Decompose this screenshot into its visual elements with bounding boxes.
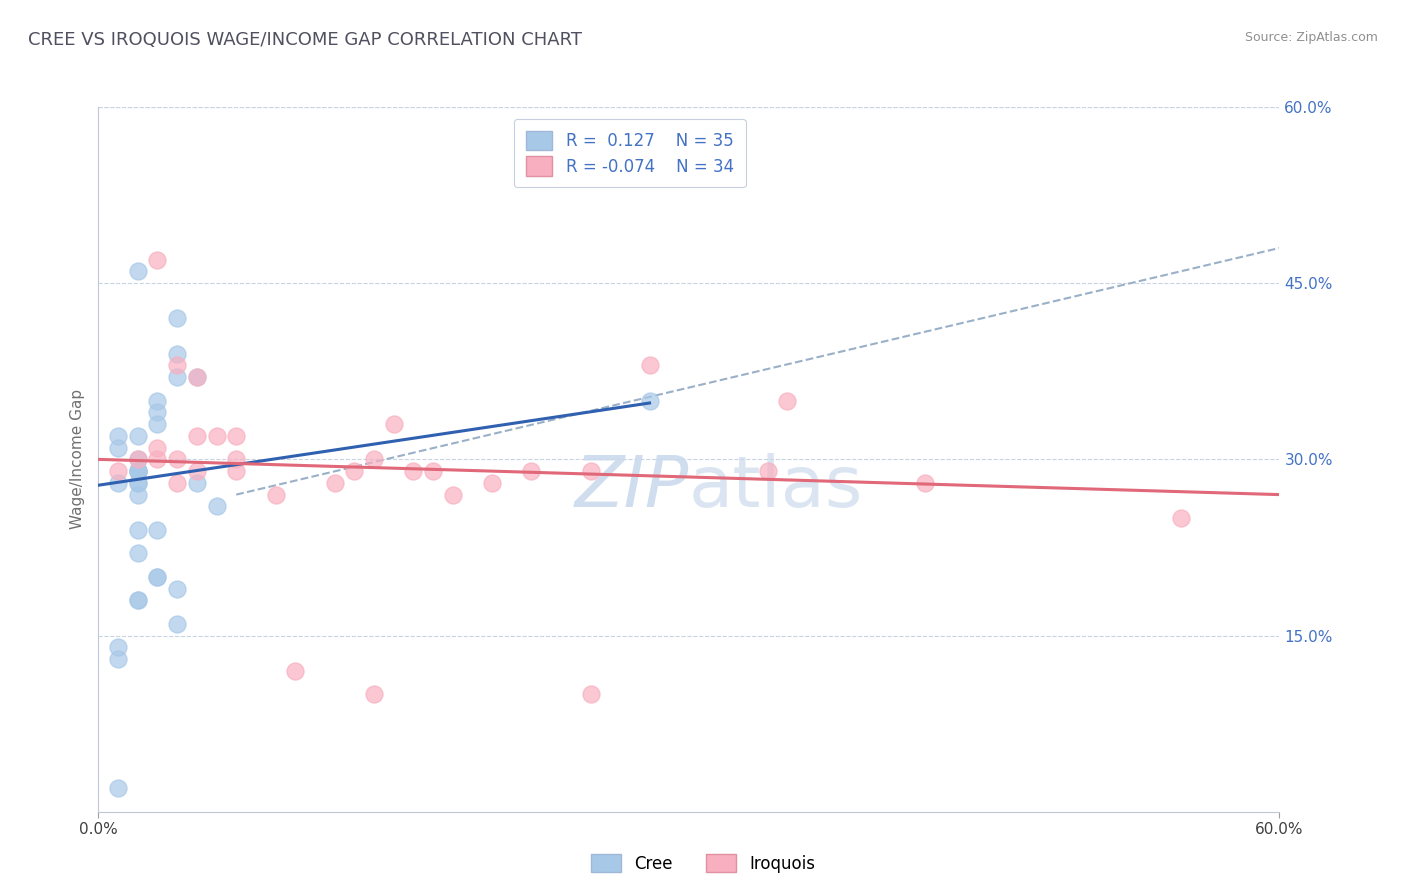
Point [107,441,129,455]
Legend: Cree, Iroquois: Cree, Iroquois [583,847,823,880]
Text: Source: ZipAtlas.com: Source: ZipAtlas.com [1244,31,1378,45]
Point [186,475,208,490]
Point [579,464,602,478]
Point [638,359,661,373]
Point [127,593,149,607]
Point [146,570,169,584]
Point [205,500,228,514]
Point [186,370,208,384]
Point [127,475,149,490]
Point [146,393,169,408]
Point [363,452,385,467]
Point [146,405,169,419]
Point [127,464,149,478]
Point [579,687,602,701]
Point [146,417,169,431]
Point [1170,511,1192,525]
Text: CREE VS IROQUOIS WAGE/INCOME GAP CORRELATION CHART: CREE VS IROQUOIS WAGE/INCOME GAP CORRELA… [28,31,582,49]
Point [186,429,208,443]
Point [638,393,661,408]
Point [127,452,149,467]
Point [127,475,149,490]
Point [225,464,247,478]
Point [481,475,503,490]
Point [127,464,149,478]
Y-axis label: Wage/Income Gap: Wage/Income Gap [70,389,86,530]
Point [146,252,169,267]
Point [402,464,425,478]
Point [363,687,385,701]
Point [323,475,346,490]
Point [205,429,228,443]
Point [166,359,188,373]
Point [225,452,247,467]
Point [264,487,287,501]
Point [107,464,129,478]
Point [225,429,247,443]
Text: ZIP: ZIP [575,453,689,522]
Point [166,311,188,326]
Point [127,487,149,501]
Point [166,582,188,596]
Point [166,616,188,631]
Point [422,464,444,478]
Point [914,475,936,490]
Point [186,370,208,384]
Point [756,464,779,478]
Text: atlas: atlas [689,453,863,522]
Point [127,464,149,478]
Point [127,464,149,478]
Point [107,429,129,443]
Point [127,452,149,467]
Point [107,640,129,655]
Point [107,652,129,666]
Point [127,546,149,560]
Point [284,664,307,678]
Point [441,487,464,501]
Point [146,441,169,455]
Point [343,464,366,478]
Point [520,464,543,478]
Point [382,417,405,431]
Point [146,570,169,584]
Point [127,264,149,278]
Point [127,593,149,607]
Point [107,781,129,796]
Point [166,452,188,467]
Point [166,370,188,384]
Point [166,475,188,490]
Point [146,452,169,467]
Point [107,475,129,490]
Point [146,523,169,537]
Point [776,393,799,408]
Point [186,464,208,478]
Point [127,429,149,443]
Point [166,346,188,360]
Point [127,523,149,537]
Legend: R =  0.127    N = 35, R = -0.074    N = 34: R = 0.127 N = 35, R = -0.074 N = 34 [515,119,745,187]
